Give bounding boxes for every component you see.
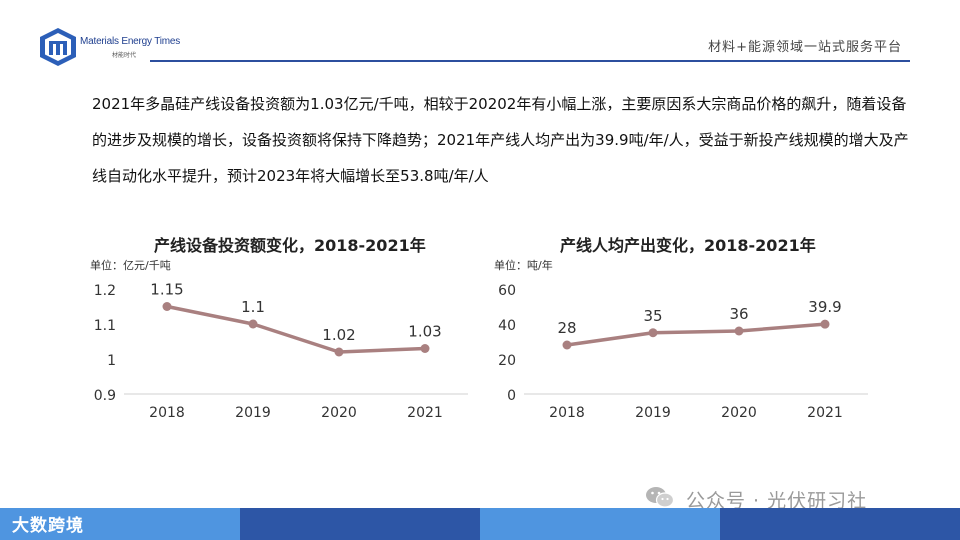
output-chart-unit: 单位：吨/年 (494, 259, 553, 272)
investment-y-tick-label: 1.1 (94, 318, 116, 334)
investment-chart-unit: 单位：亿元/千吨 (90, 259, 171, 272)
output-data-label: 35 (643, 307, 662, 325)
footer-bar-segment (0, 508, 240, 540)
output-y-tick-label: 20 (498, 353, 516, 369)
investment-x-tick-label: 2018 (149, 405, 185, 421)
header-tagline: 材料+能源领域一站式服务平台 (708, 40, 902, 55)
footer-bar-segment (720, 508, 960, 540)
investment-data-point (420, 344, 430, 353)
investment-x-tick-label: 2019 (235, 405, 271, 421)
investment-data-point (334, 347, 344, 357)
output-x-tick-label: 2019 (635, 405, 671, 421)
investment-series-line (165, 304, 427, 354)
output-data-label: 36 (729, 305, 748, 323)
output-chart: 产线人均产出变化，2018-2021年 单位：吨/年 60 40 20 0 2018 20… (488, 228, 868, 428)
investment-x-tick-label: 2020 (321, 405, 357, 421)
investment-y-tick-label: 1.2 (94, 283, 116, 299)
output-x-tick-label: 2021 (807, 405, 843, 421)
footer-bar-segment (240, 508, 480, 540)
watermark-text: 公众号 · 光伏研习社 (686, 490, 868, 512)
output-y-tick-label: 0 (507, 388, 516, 404)
brand-name-cn: 材能时代 (112, 52, 137, 59)
output-x-tick-label: 2020 (721, 405, 757, 421)
brand-logo-icon (40, 28, 76, 66)
investment-data-label: 1.03 (408, 323, 441, 341)
footer-bar-segment (480, 508, 720, 540)
investment-chart-plot: 1.2 1.1 1 0.9 2018 2019 2020 2021 1.15 1.1 1.02 1.0… (94, 281, 468, 421)
output-series-line (565, 322, 827, 347)
investment-data-point (248, 319, 258, 329)
output-data-point (562, 340, 572, 350)
investment-x-tick-label: 2021 (407, 405, 443, 421)
output-x-tick-label: 2018 (549, 405, 585, 421)
investment-chart: 产线设备投资额变化，2018-2021年 单位：亿元/千吨 1.2 1.1 1 0.9… (88, 228, 468, 428)
output-data-point (734, 326, 744, 336)
intro-paragraph: 2021年多晶硅产线设备投资额为1.03亿元/千吨，相较于20202年有小幅上涨… (92, 95, 909, 185)
output-y-tick-label: 40 (498, 318, 516, 334)
output-data-point (820, 319, 830, 329)
investment-y-tick-label: 1 (107, 353, 116, 369)
investment-data-label: 1.1 (241, 298, 265, 316)
investment-data-point (162, 302, 172, 311)
investment-data-label: 1.15 (150, 281, 183, 299)
output-y-tick-label: 60 (498, 283, 516, 299)
investment-y-tick-label: 0.9 (94, 388, 116, 404)
wechat-icon (646, 487, 675, 508)
output-data-label: 28 (557, 319, 576, 337)
brand-name: Materials Energy Times (80, 36, 181, 47)
investment-chart-title: 产线设备投资额变化，2018-2021年 (154, 236, 426, 255)
footer-logo: 大数跨境 (12, 516, 84, 536)
output-data-label: 39.9 (808, 298, 841, 316)
output-chart-title: 产线人均产出变化，2018-2021年 (560, 236, 816, 255)
header-divider (150, 60, 910, 62)
investment-data-label: 1.02 (322, 326, 355, 344)
output-data-point (648, 328, 658, 338)
output-chart-plot: 60 40 20 0 2018 2019 2020 2021 28 35 36 39.9 (498, 283, 868, 421)
